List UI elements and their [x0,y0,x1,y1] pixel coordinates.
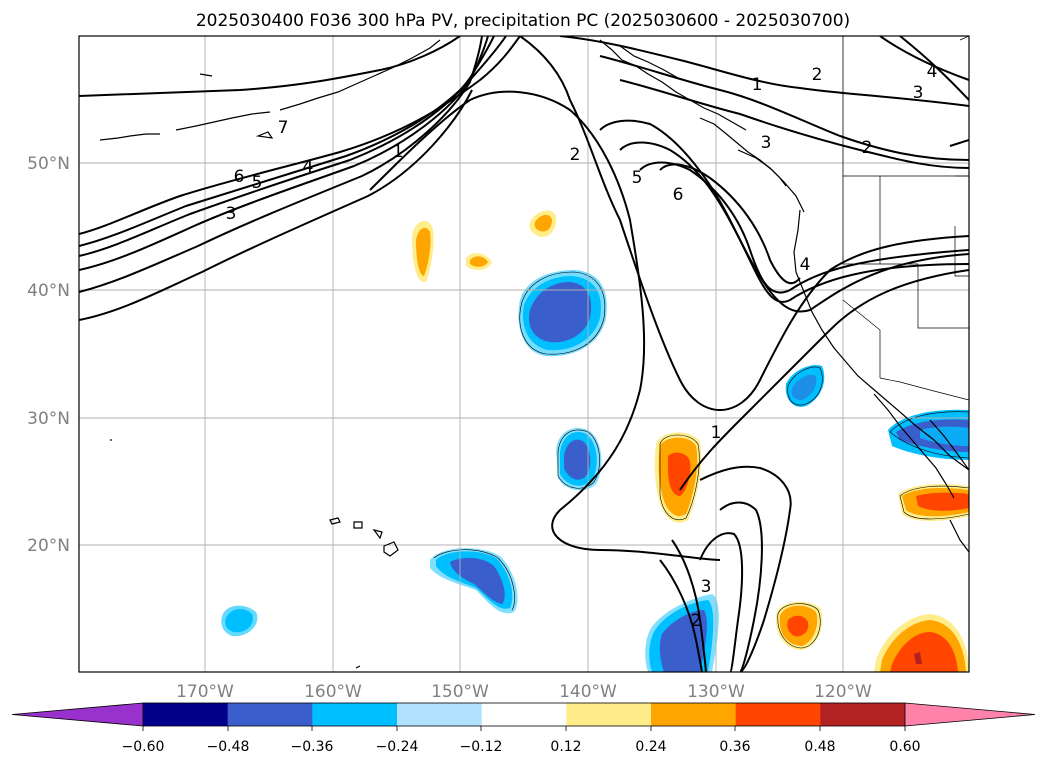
colorbar-labels: −0.60 −0.48 −0.36 −0.24 −0.12 0.12 0.24 … [122,739,921,755]
map-title: 2025030400 F036 300 hPa PV, precipitatio… [196,11,850,31]
contour-label: 4 [927,62,938,82]
colorbar-box [651,703,737,726]
contour-label: 2 [691,611,702,631]
contour-label: 1 [393,142,404,162]
colorbar-left-extend-outline [11,702,144,727]
contour-label: 3 [761,133,772,153]
precip-blob-40n-143w [518,270,607,357]
precip-outlines [433,271,969,649]
colorbar-right-extend-outline [904,702,1036,727]
precip-positive-shading [412,210,969,672]
contour-label: 2 [812,65,823,85]
colorbar-label: −0.24 [376,739,419,755]
contour-label: 6 [673,185,684,205]
precip-negative-shading [221,270,969,672]
contour-label: 3 [701,577,712,597]
contour-label: 1 [711,423,722,443]
colorbar-box [566,703,652,726]
contour-label: 3 [913,83,924,103]
precip-blob-27n-141w [556,428,602,491]
precip-blob-42n-149w [466,253,492,271]
colorbar-ticks [142,726,906,731]
colorbar-box [397,703,483,726]
colorbar-box [820,703,906,726]
colorbar-label: 0.48 [804,739,835,755]
contour-label: 6 [234,167,245,187]
colorbar-box [143,703,229,726]
colorbar-label: 0.24 [635,739,666,755]
coastlines [99,39,969,669]
map-area [79,36,969,672]
precip-blob-26n-134w [654,432,702,523]
precip-blob-13n-131w [645,594,719,672]
precip-blob-17n-150w [430,548,518,614]
contour-labels: 7 6 5 4 3 1 2 5 6 1 2 3 4 2 3 4 1 3 2 [226,62,938,631]
contour-label: 4 [800,255,811,275]
lon-label-170w: 170°W [176,682,234,702]
precip-blob-13n-124w [775,601,823,650]
colorbar-label: 0.36 [719,739,750,755]
colorbar-box [735,703,821,726]
lon-label-160w: 160°W [304,682,362,702]
colorbar-label: −0.48 [207,739,250,755]
precip-blob-44n-153w [412,221,434,283]
colorbar-box [481,703,567,726]
lon-label-120w: 120°W [814,682,872,702]
colorbar-label: −0.36 [291,739,334,755]
contour-label: 4 [303,157,314,177]
lat-label-30n: 30°N [27,409,70,429]
colorbar: −0.60 −0.48 −0.36 −0.24 −0.12 0.12 0.24 … [11,702,1036,755]
precip-blob-14n-167w [221,605,258,637]
contour-label: 2 [570,145,581,165]
graticule [79,36,969,672]
pv-contours [79,36,969,672]
precip-blob-46n-143w [529,210,557,237]
colorbar-extend-low [12,703,143,726]
colorbar-box [312,703,398,726]
longitude-labels: 170°W 160°W 150°W 140°W 130°W 120°W [176,682,872,702]
lat-label-40n: 40°N [27,281,70,301]
lon-label-140w: 140°W [559,682,617,702]
colorbar-label: 0.12 [550,739,581,755]
colorbar-boxes [12,703,1035,726]
lon-label-130w: 130°W [687,682,745,702]
contour-label: 2 [862,138,873,158]
colorbar-frame [142,702,906,727]
lat-label-50n: 50°N [27,154,70,174]
colorbar-label: −0.60 [122,739,165,755]
contour-label: 1 [752,75,763,95]
precip-blob-12n-115w [874,614,969,672]
lon-label-150w: 150°W [431,682,489,702]
latitude-labels: 50°N 40°N 30°N 20°N [27,154,70,556]
lat-label-20n: 20°N [27,536,70,556]
colorbar-box [227,703,313,726]
colorbar-label: 0.60 [889,739,920,755]
map-frame [78,35,970,673]
map-content: 7 6 5 4 3 1 2 5 6 1 2 3 4 2 3 4 1 3 2 [79,36,969,672]
colorbar-extend-high [905,703,1035,726]
contour-label: 7 [278,118,289,138]
colorbar-label: −0.12 [460,739,503,755]
contour-label: 3 [226,204,237,224]
contour-label: 5 [252,173,263,193]
contour-label: 5 [632,168,643,188]
